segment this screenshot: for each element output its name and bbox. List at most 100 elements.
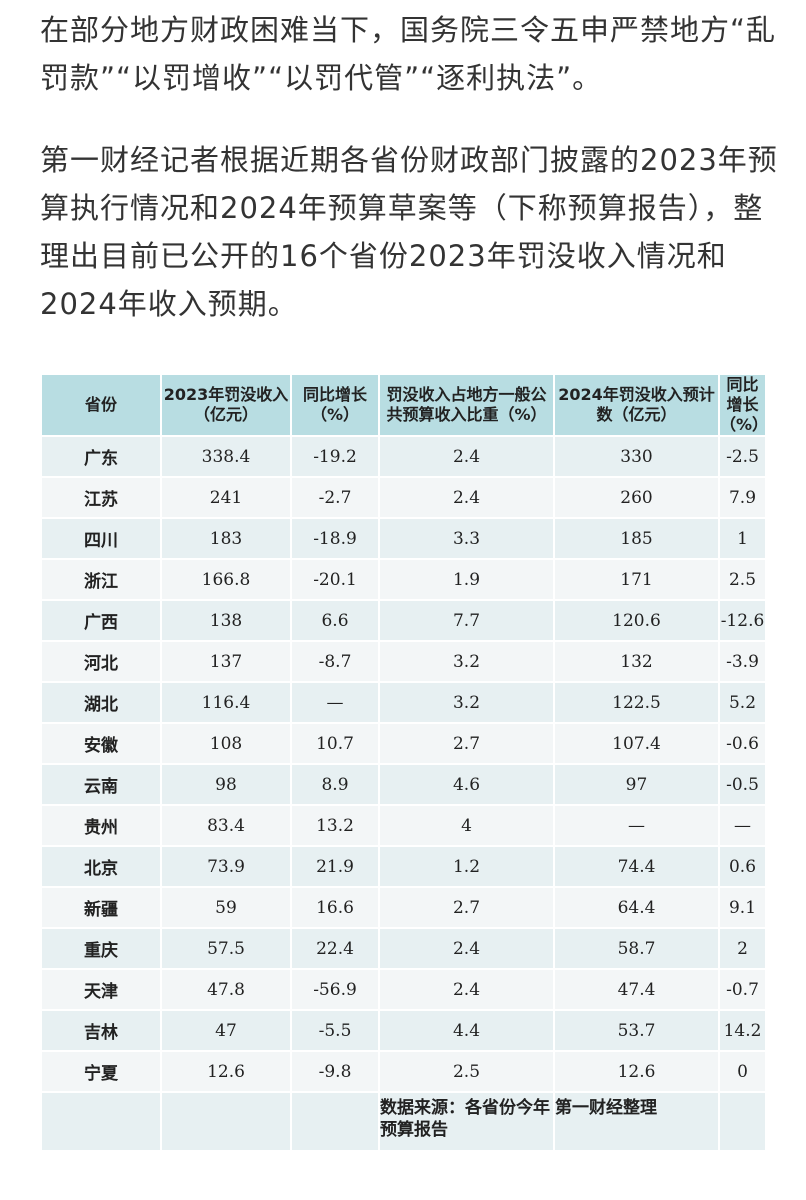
value-cell: 2.4	[378, 927, 555, 970]
value-cell: 116.4	[160, 681, 292, 724]
value-cell: 2.4	[378, 476, 555, 519]
table-row: 安徽 108 10.7 2.7 107.4 -0.6	[40, 722, 767, 765]
table-row: 新疆 59 16.6 2.7 64.4 9.1	[40, 886, 767, 929]
value-cell: -19.2	[290, 435, 380, 478]
table-row: 河北 137 -8.7 3.2 132 -3.9	[40, 640, 767, 683]
column-header: 同比增长（%）	[718, 373, 769, 437]
fines-revenue-table: 省份 2023年罚没收入（亿元） 同比增长（%） 罚没收入占地方一般公共预算收入比重（…	[40, 373, 769, 1152]
value-cell: -56.9	[290, 968, 380, 1011]
value-cell: 4.4	[378, 1009, 555, 1052]
value-cell: 107.4	[553, 722, 720, 765]
value-cell: 2.5	[718, 558, 767, 601]
value-cell: 9.1	[718, 886, 767, 929]
value-cell: 12.6	[160, 1050, 292, 1093]
value-cell: 2.7	[378, 722, 555, 765]
value-cell: 22.4	[290, 927, 380, 970]
column-header: 2024年罚没收入预计数（亿元）	[553, 373, 720, 437]
value-cell: -2.5	[718, 435, 767, 478]
value-cell: -12.6	[718, 599, 767, 642]
table-row: 宁夏 12.6 -9.8 2.5 12.6 0	[40, 1050, 767, 1093]
value-cell: 4.6	[378, 763, 555, 806]
empty-cell	[290, 1091, 380, 1152]
value-cell: 330	[553, 435, 720, 478]
value-cell: 12.6	[553, 1050, 720, 1093]
province-cell: 四川	[40, 517, 162, 560]
province-cell: 北京	[40, 845, 162, 888]
province-cell: 宁夏	[40, 1050, 162, 1093]
province-cell: 广东	[40, 435, 162, 478]
province-cell: 贵州	[40, 804, 162, 847]
value-cell: 64.4	[553, 886, 720, 929]
province-cell: 重庆	[40, 927, 162, 970]
value-cell: 53.7	[553, 1009, 720, 1052]
table-row: 广东 338.4 -19.2 2.4 330 -2.5	[40, 435, 767, 478]
value-cell: 2	[718, 927, 767, 970]
value-cell: 338.4	[160, 435, 292, 478]
source-note: 数据来源：各省份今年预算报告	[378, 1091, 555, 1152]
value-cell: 138	[160, 599, 292, 642]
table-row: 贵州 83.4 13.2 4— —	[40, 804, 767, 847]
value-cell: 73.9	[160, 845, 292, 888]
value-cell: -3.9	[718, 640, 767, 683]
column-header: 罚没收入占地方一般公共预算收入比重（%）	[378, 373, 555, 437]
source-row: 数据来源：各省份今年预算报告 第一财经整理	[40, 1091, 767, 1152]
column-header: 省份	[40, 373, 162, 437]
empty-cell	[40, 1091, 162, 1152]
province-cell: 浙江	[40, 558, 162, 601]
table-row: 江苏 241 -2.7 2.4 260 7.9	[40, 476, 767, 519]
value-cell: —	[553, 804, 720, 847]
column-header: 同比增长（%）	[290, 373, 380, 437]
table-row: 四川 183 -18.9 3.3 185 1	[40, 517, 767, 560]
province-cell: 云南	[40, 763, 162, 806]
value-cell: 47.8	[160, 968, 292, 1011]
province-cell: 湖北	[40, 681, 162, 724]
value-cell: 0	[718, 1050, 767, 1093]
value-cell: 21.9	[290, 845, 380, 888]
province-cell: 天津	[40, 968, 162, 1011]
value-cell: 108	[160, 722, 292, 765]
value-cell: -8.7	[290, 640, 380, 683]
value-cell: 1.9	[378, 558, 555, 601]
value-cell: -0.5	[718, 763, 767, 806]
body-paragraph: 第一财经记者根据近期各省份财政部门披露的2023年预算执行情况和2024年预算草…	[40, 143, 778, 321]
value-cell: -2.7	[290, 476, 380, 519]
value-cell: 59	[160, 886, 292, 929]
value-cell: 137	[160, 640, 292, 683]
value-cell: 10.7	[290, 722, 380, 765]
table-row: 湖北 116.4—3.2 122.5 5.2	[40, 681, 767, 724]
value-cell: 5.2	[718, 681, 767, 724]
province-cell: 江苏	[40, 476, 162, 519]
table-row: 浙江 166.8 -20.1 1.9 171 2.5	[40, 558, 767, 601]
value-cell: 132	[553, 640, 720, 683]
province-cell: 新疆	[40, 886, 162, 929]
credit-note: 第一财经整理	[553, 1091, 720, 1152]
value-cell: 185	[553, 517, 720, 560]
value-cell: 1	[718, 517, 767, 560]
table-row: 吉林 47 -5.5 4.4 53.7 14.2	[40, 1009, 767, 1052]
value-cell: 2.7	[378, 886, 555, 929]
value-cell: 98	[160, 763, 292, 806]
empty-cell	[160, 1091, 292, 1152]
column-header: 2023年罚没收入（亿元）	[160, 373, 292, 437]
value-cell: 7.7	[378, 599, 555, 642]
value-cell: -9.8	[290, 1050, 380, 1093]
value-cell: 2.4	[378, 968, 555, 1011]
value-cell: -0.6	[718, 722, 767, 765]
value-cell: 241	[160, 476, 292, 519]
province-cell: 安徽	[40, 722, 162, 765]
value-cell: 3.2	[378, 640, 555, 683]
value-cell: 58.7	[553, 927, 720, 970]
value-cell: 183	[160, 517, 292, 560]
table-row: 北京 73.9 21.9 1.2 74.4 0.6	[40, 845, 767, 888]
value-cell: 16.6	[290, 886, 380, 929]
value-cell: 2.5	[378, 1050, 555, 1093]
table-row: 云南 98 8.9 4.6 97 -0.5	[40, 763, 767, 806]
empty-cell	[718, 1091, 767, 1152]
value-cell: 47.4	[553, 968, 720, 1011]
value-cell: 57.5	[160, 927, 292, 970]
value-cell: 120.6	[553, 599, 720, 642]
value-cell: 3.3	[378, 517, 555, 560]
value-cell: -5.5	[290, 1009, 380, 1052]
value-cell: 122.5	[553, 681, 720, 724]
value-cell: 6.6	[290, 599, 380, 642]
